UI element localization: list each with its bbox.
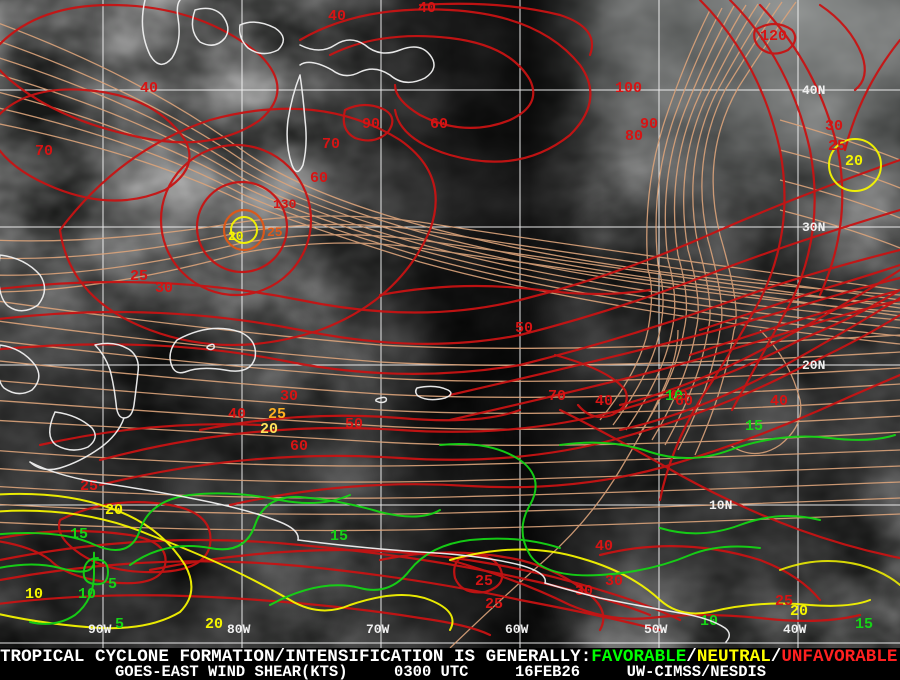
svg-text:10: 10 (25, 586, 43, 603)
svg-text:120: 120 (760, 28, 787, 45)
svg-text:25: 25 (485, 596, 503, 613)
svg-text:60: 60 (675, 393, 693, 410)
svg-text:20N: 20N (802, 358, 825, 373)
svg-text:90: 90 (640, 116, 658, 133)
svg-text:60: 60 (290, 438, 308, 455)
svg-text:30: 30 (155, 280, 173, 297)
svg-text:30: 30 (280, 388, 298, 405)
svg-text:70W: 70W (366, 622, 390, 637)
svg-text:70: 70 (322, 136, 340, 153)
svg-text:20: 20 (105, 502, 123, 519)
svg-text:30: 30 (825, 118, 843, 135)
svg-text:70: 70 (548, 388, 566, 405)
svg-text:15: 15 (330, 528, 348, 545)
svg-text:90: 90 (362, 116, 380, 133)
svg-text:40: 40 (595, 393, 613, 410)
svg-text:40: 40 (140, 80, 158, 97)
svg-text:15: 15 (855, 616, 873, 633)
svg-text:10: 10 (700, 613, 718, 630)
svg-text:20: 20 (260, 421, 278, 438)
svg-text:40: 40 (328, 8, 346, 25)
svg-text:25: 25 (268, 406, 286, 423)
svg-text:60W: 60W (505, 622, 529, 637)
svg-text:30N: 30N (802, 220, 825, 235)
svg-text:60: 60 (430, 116, 448, 133)
svg-text:25: 25 (828, 138, 846, 155)
svg-text:40: 40 (770, 393, 788, 410)
svg-text:10: 10 (78, 586, 96, 603)
svg-text:40W: 40W (783, 622, 807, 637)
svg-text:20: 20 (845, 153, 863, 170)
svg-text:20: 20 (205, 616, 223, 633)
svg-text:50W: 50W (644, 622, 668, 637)
svg-text:20: 20 (228, 229, 244, 244)
svg-text:15: 15 (745, 418, 763, 435)
svg-text:60: 60 (310, 170, 328, 187)
svg-text:15: 15 (70, 526, 88, 543)
svg-text:5: 5 (108, 576, 117, 593)
svg-text:40: 40 (418, 0, 436, 17)
svg-text:25: 25 (130, 268, 148, 285)
svg-text:40N: 40N (802, 83, 825, 98)
svg-text:40: 40 (595, 538, 613, 555)
svg-text:5: 5 (115, 616, 124, 633)
svg-text:50: 50 (345, 416, 363, 433)
svg-text:90W: 90W (88, 622, 112, 637)
svg-text:25: 25 (775, 593, 793, 610)
svg-text:30: 30 (605, 573, 623, 590)
svg-text:25: 25 (267, 225, 283, 240)
svg-text:40: 40 (228, 406, 246, 423)
svg-text:70: 70 (35, 143, 53, 160)
svg-text:10N: 10N (709, 498, 732, 513)
svg-text:80W: 80W (227, 622, 251, 637)
svg-text:50: 50 (515, 320, 533, 337)
svg-text:25: 25 (475, 573, 493, 590)
svg-text:100: 100 (615, 80, 642, 97)
svg-text:130: 130 (273, 197, 297, 212)
